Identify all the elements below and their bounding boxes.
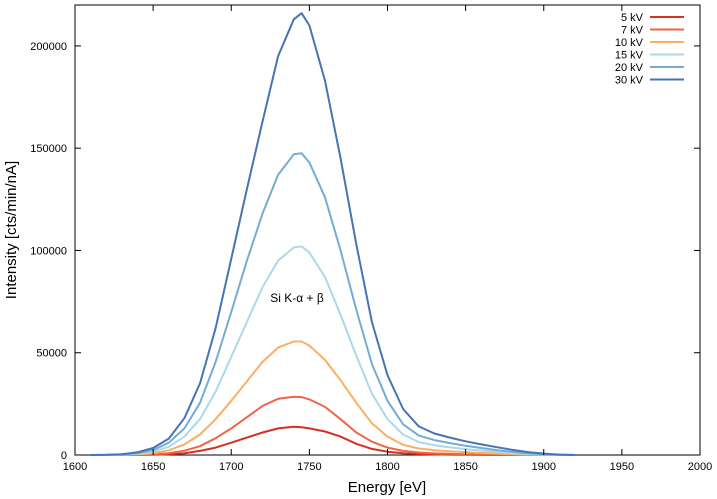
y-tick-label: 200000	[30, 41, 67, 53]
x-tick-label: 1850	[453, 461, 477, 473]
legend-label-4: 20 kV	[615, 62, 644, 74]
series-line-4	[89, 152, 576, 456]
series-layer	[89, 12, 576, 456]
plot-frame	[74, 4, 701, 456]
legend-label-2: 10 kV	[615, 37, 644, 49]
series-line-5	[89, 12, 576, 456]
peak-annotation: Si K-α + β	[270, 291, 324, 305]
legend-label-3: 15 kV	[615, 50, 644, 62]
x-tick-label: 1700	[219, 461, 243, 473]
x-tick-label: 1600	[63, 461, 87, 473]
x-tick-label: 1750	[297, 461, 321, 473]
y-axis-label: Intensity [cts/min/nA]	[3, 161, 20, 299]
series-line-2	[89, 340, 576, 456]
series-line-3	[89, 245, 576, 456]
series-line-1	[89, 395, 576, 456]
ticks-layer: 1600 1650 1700 1750 1800 1850 1900 1950 2000 0 500…	[30, 5, 712, 473]
legend-label-0: 5 kV	[621, 12, 644, 24]
legend-label-5: 30 kV	[615, 75, 644, 87]
x-tick-label: 1800	[375, 461, 399, 473]
y-tick-label: 50000	[36, 348, 67, 360]
x-tick-label: 1950	[610, 461, 634, 473]
x-tick-label: 1650	[141, 461, 165, 473]
y-tick-label: 0	[61, 450, 67, 462]
x-axis-label: Energy [eV]	[348, 479, 426, 496]
x-tick-label: 2000	[688, 461, 712, 473]
y-tick-label: 150000	[30, 143, 67, 155]
x-tick-label: 1900	[532, 461, 556, 473]
y-tick-label: 100000	[30, 245, 67, 257]
legend-label-1: 7 kV	[621, 25, 644, 37]
